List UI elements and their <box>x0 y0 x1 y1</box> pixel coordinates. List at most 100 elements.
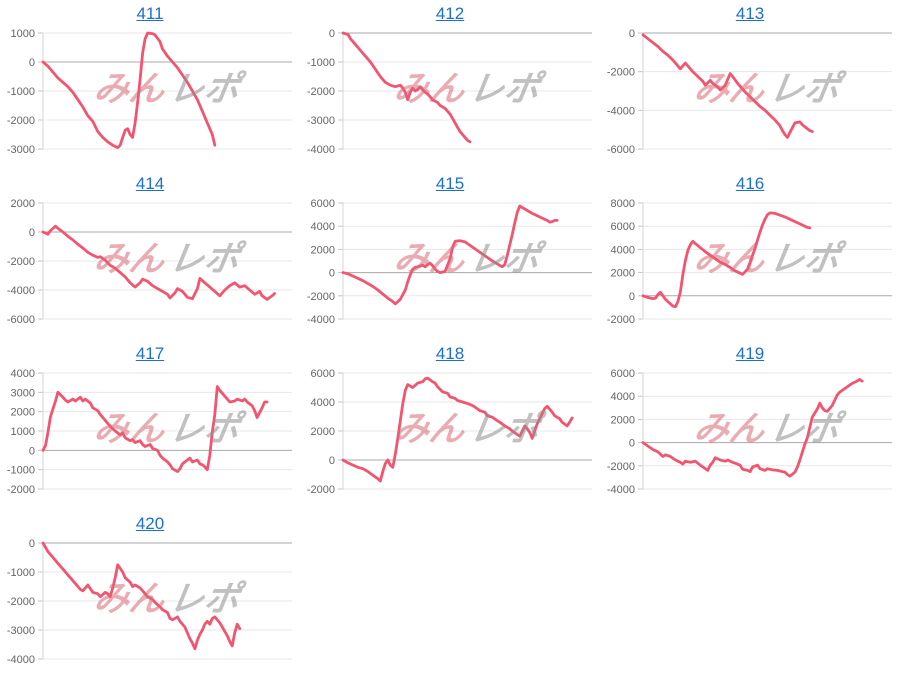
y-tick-label: -2000 <box>607 314 635 326</box>
payout-graph-411: 1000 0 -1000 -2000 -3000 <box>7 28 292 156</box>
y-tick-label: 0 <box>329 28 335 40</box>
y-tick-label: -4000 <box>7 285 35 297</box>
machine-number-link-419[interactable]: 419 <box>735 344 765 363</box>
y-tick-label: -2000 <box>307 291 335 303</box>
y-tick-label: 0 <box>29 445 35 457</box>
payout-line <box>41 31 217 149</box>
chart-title: 416 <box>600 173 900 196</box>
machine-number-link-412[interactable]: 412 <box>435 4 465 23</box>
machine-number-link-420[interactable]: 420 <box>135 514 165 533</box>
y-tick-label: -4000 <box>7 654 35 666</box>
y-tick-label: -2000 <box>7 115 35 127</box>
y-tick-label: 0 <box>29 57 35 69</box>
chart-cell-414: 414 2000 0 -2000 -4000 -6000 みんレポ <box>0 170 300 340</box>
chart-cell-413: 413 0 -2000 -4000 -6000 みんレポ <box>600 0 900 170</box>
chart-title: 418 <box>300 343 600 366</box>
y-tick-label: 0 <box>29 538 35 550</box>
y-tick-label: 4000 <box>311 221 335 233</box>
chart-title: 417 <box>0 343 300 366</box>
y-tick-label: -2000 <box>7 484 35 496</box>
chart-title: 419 <box>600 343 900 366</box>
machine-number-link-418[interactable]: 418 <box>435 344 465 363</box>
y-tick-label: -2000 <box>7 596 35 608</box>
payout-graph-419: 6000 4000 2000 0 -2000 -4000 <box>607 368 892 496</box>
y-tick-label: 6000 <box>611 221 635 233</box>
y-tick-label: -1000 <box>307 57 335 69</box>
y-tick-label: 4000 <box>11 368 35 380</box>
y-tick-label: 2000 <box>311 244 335 256</box>
chart-title: 414 <box>0 173 300 196</box>
y-tick-label: 0 <box>329 268 335 280</box>
payout-graph-420: 0 -1000 -2000 -3000 -4000 <box>7 538 292 666</box>
machine-number-link-416[interactable]: 416 <box>735 174 765 193</box>
y-tick-label: -3000 <box>7 625 35 637</box>
y-tick-label: 4000 <box>311 397 335 409</box>
y-tick-label: 4000 <box>611 244 635 256</box>
payout-graph-418: 6000 4000 2000 0 -2000 <box>307 368 592 496</box>
machine-number-link-414[interactable]: 414 <box>135 174 165 193</box>
chart-title: 411 <box>0 3 300 26</box>
y-tick-label: 2000 <box>11 198 35 210</box>
y-tick-label: 0 <box>629 438 635 450</box>
payout-line <box>41 541 242 651</box>
chart-title: 415 <box>300 173 600 196</box>
machine-number-link-415[interactable]: 415 <box>435 174 465 193</box>
payout-line <box>341 31 472 144</box>
chart-cell-420: 420 0 -1000 -2000 -3000 -4000 みんレポ <box>0 510 300 680</box>
payout-line <box>41 224 277 301</box>
payout-line <box>341 204 559 306</box>
y-tick-label: 6000 <box>611 368 635 380</box>
y-tick-label: -3000 <box>7 144 35 156</box>
payout-graph-416: 8000 6000 4000 2000 0 -2000 <box>607 198 892 326</box>
chart-title: 412 <box>300 3 600 26</box>
chart-title: 413 <box>600 3 900 26</box>
y-tick-label: -4000 <box>607 484 635 496</box>
y-tick-label: 1000 <box>11 28 35 40</box>
payout-line <box>641 377 864 478</box>
y-tick-label: 6000 <box>311 198 335 210</box>
payout-line <box>41 385 269 473</box>
y-tick-label: 1000 <box>11 426 35 438</box>
chart-cell-411: 411 1000 0 -1000 -2000 -3000 みんレポ <box>0 0 300 170</box>
payout-graph-414: 2000 0 -2000 -4000 -6000 <box>7 198 292 326</box>
payout-line <box>641 211 812 309</box>
y-tick-label: -2000 <box>607 461 635 473</box>
payout-line <box>341 376 574 483</box>
payout-graph-412: 0 -1000 -2000 -3000 -4000 <box>307 28 592 156</box>
y-tick-label: 2000 <box>311 426 335 438</box>
y-tick-label: -2000 <box>7 256 35 268</box>
chart-cell-415: 415 6000 4000 2000 0 -2000 -4000 みんレポ <box>300 170 600 340</box>
payout-graph-413: 0 -2000 -4000 -6000 <box>607 28 892 156</box>
y-tick-label: 2000 <box>611 414 635 426</box>
y-tick-label: 0 <box>329 455 335 467</box>
chart-cell-412: 412 0 -1000 -2000 -3000 -4000 みんレポ <box>300 0 600 170</box>
y-tick-label: -2000 <box>307 484 335 496</box>
y-tick-label: 0 <box>629 291 635 303</box>
chart-title: 420 <box>0 513 300 536</box>
y-tick-label: 0 <box>29 227 35 239</box>
machine-number-link-411[interactable]: 411 <box>136 4 164 23</box>
payout-line <box>641 33 814 139</box>
machine-number-link-413[interactable]: 413 <box>735 4 765 23</box>
machine-number-link-417[interactable]: 417 <box>135 344 165 363</box>
y-tick-label: 4000 <box>611 391 635 403</box>
y-tick-label: 8000 <box>611 198 635 210</box>
y-tick-label: -2000 <box>607 67 635 79</box>
y-tick-label: -1000 <box>7 465 35 477</box>
y-tick-label: -1000 <box>7 86 35 98</box>
y-tick-label: -4000 <box>307 314 335 326</box>
y-tick-label: 2000 <box>611 268 635 280</box>
y-tick-label: -6000 <box>7 314 35 326</box>
payout-graph-417: 4000 3000 2000 1000 0 -1000 -2000 <box>7 368 292 496</box>
chart-cell-419: 419 6000 4000 2000 0 -2000 -4000 みんレポ <box>600 340 900 510</box>
chart-cell-416: 416 8000 6000 4000 2000 0 -2000 みんレポ <box>600 170 900 340</box>
y-tick-label: -2000 <box>307 86 335 98</box>
chart-cell-418: 418 6000 4000 2000 0 -2000 みんレポ <box>300 340 600 510</box>
y-tick-label: -3000 <box>307 115 335 127</box>
payout-graph-415: 6000 4000 2000 0 -2000 -4000 <box>307 198 592 326</box>
y-tick-label: -1000 <box>7 567 35 579</box>
y-tick-label: 6000 <box>311 368 335 380</box>
chart-cell-417: 417 4000 3000 2000 1000 0 -1000 -2000 みんレポ <box>0 340 300 510</box>
y-tick-label: 2000 <box>11 407 35 419</box>
